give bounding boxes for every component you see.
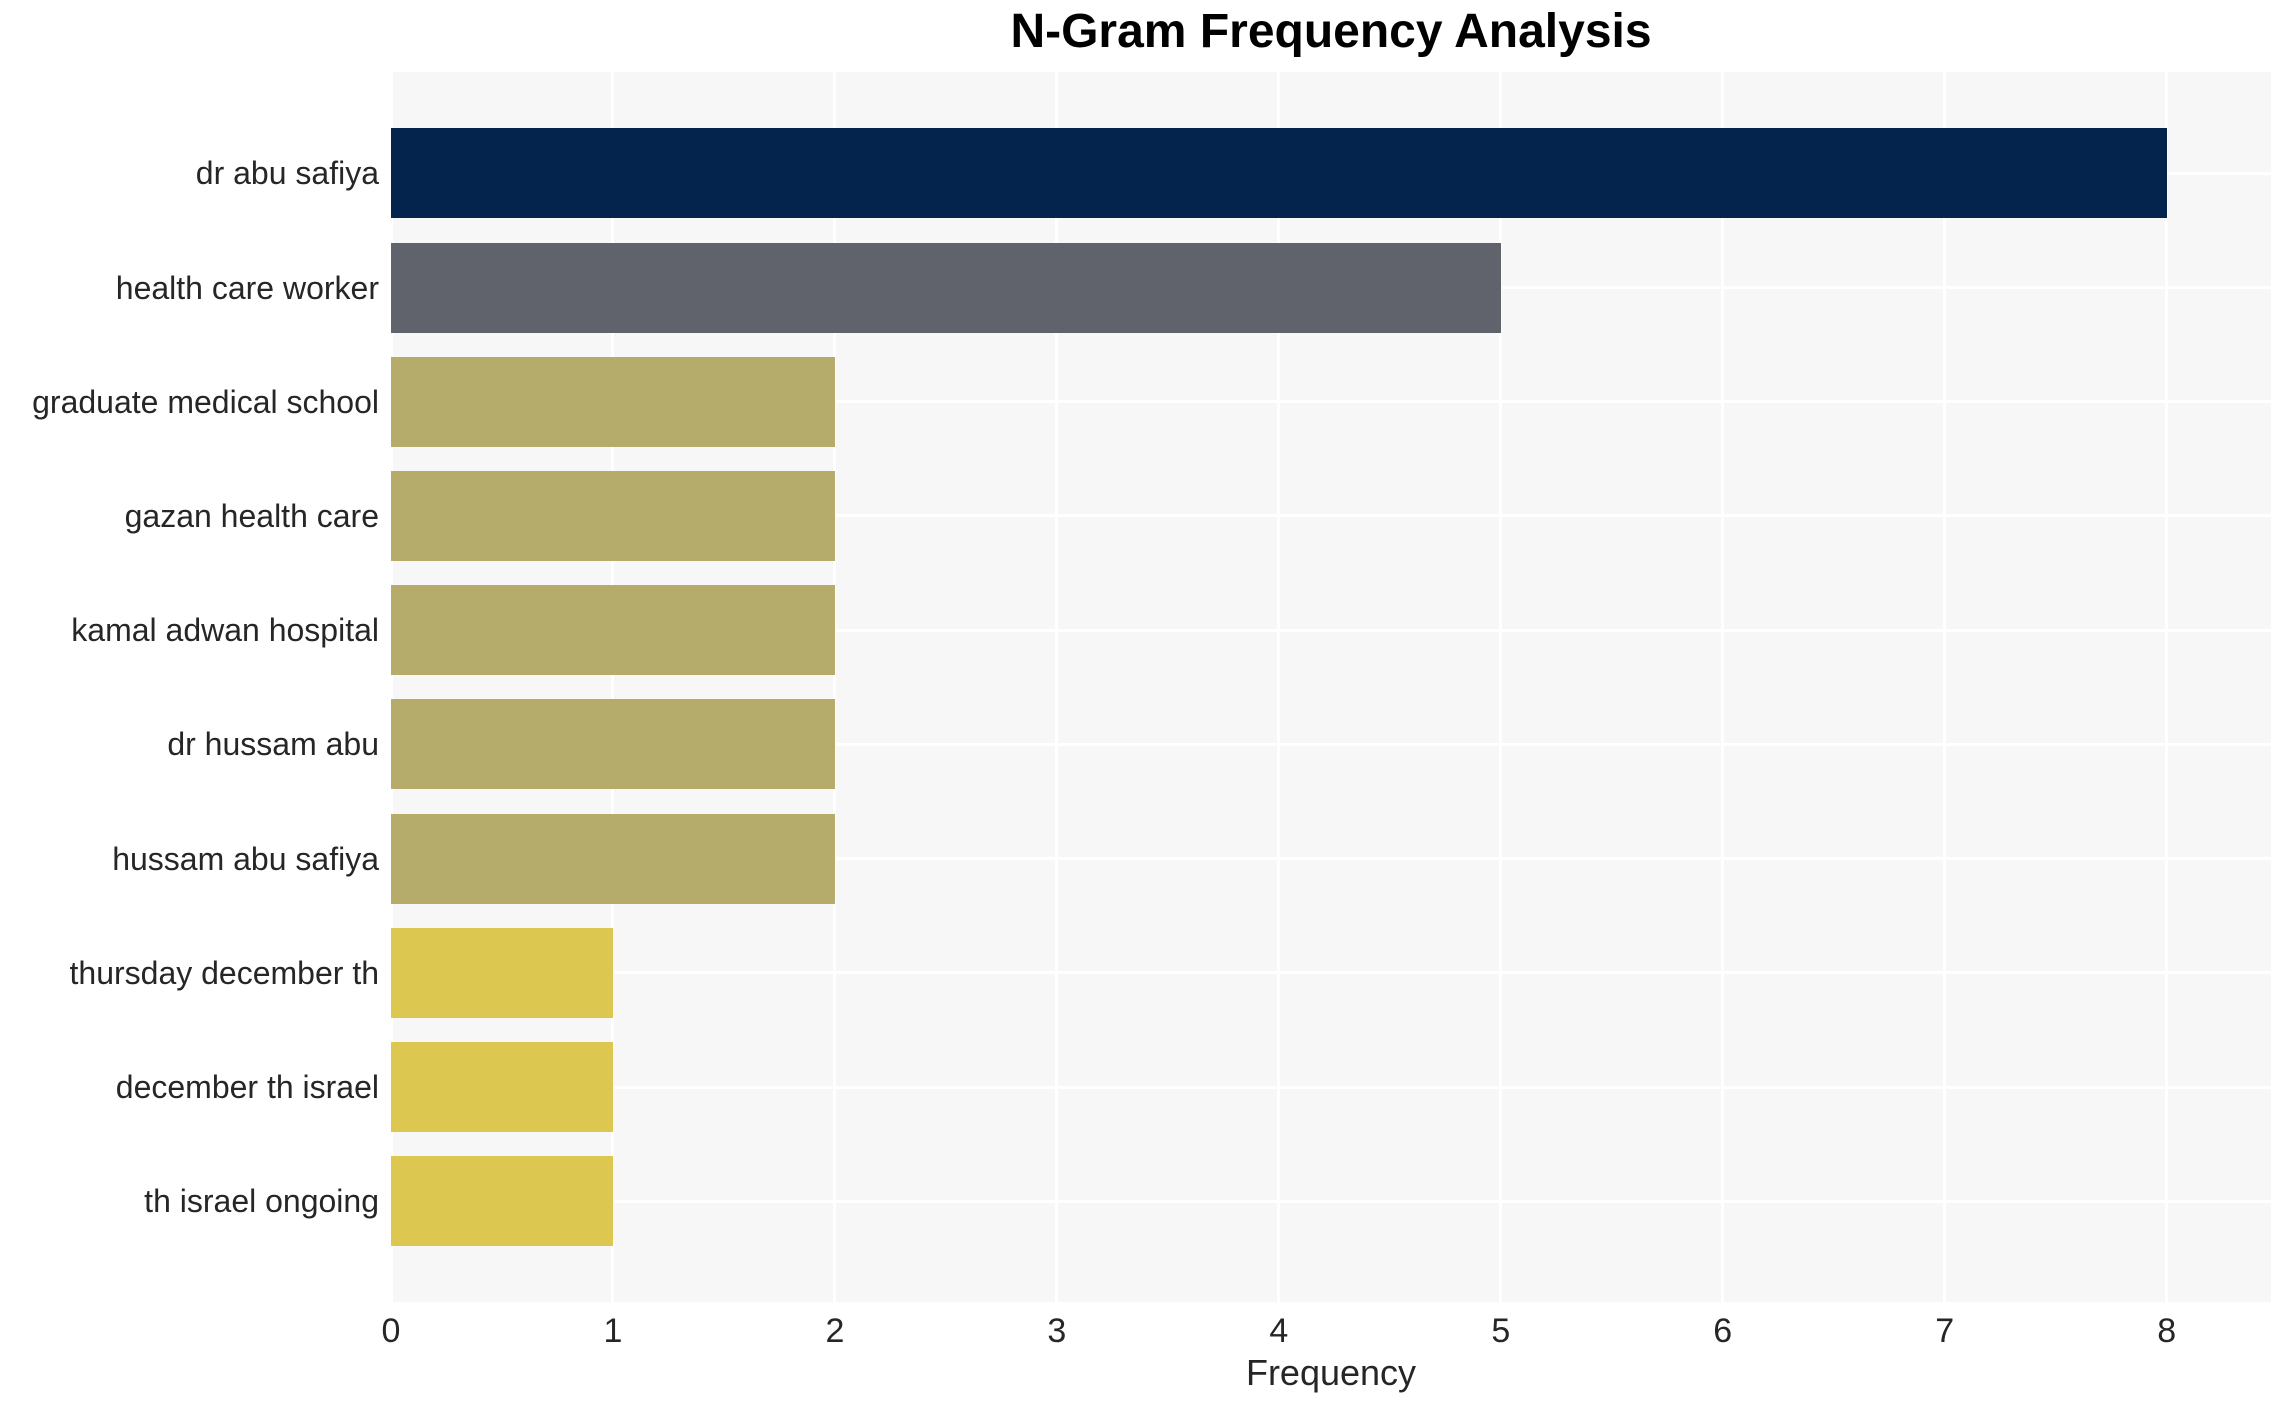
y-tick-label: hussam abu safiya (112, 840, 379, 877)
gridline-horizontal (391, 1199, 2271, 1203)
gridline-vertical (2165, 72, 2169, 1302)
bar-dr-abu-safiya (391, 128, 2167, 219)
bar-dr-hussam-abu (391, 699, 835, 790)
gridline-horizontal (391, 742, 2271, 746)
x-tick-label: 0 (381, 1312, 401, 1350)
gridline-vertical (1499, 72, 1503, 1302)
plot-area (389, 72, 2271, 1302)
bar-thursday-december-th (391, 927, 613, 1018)
x-tick-label: 8 (2157, 1312, 2177, 1350)
bar-hussam-abu-safiya (391, 813, 835, 904)
y-tick-label: december th israel (115, 1069, 379, 1106)
gridline-horizontal (391, 971, 2271, 975)
y-tick-label: health care worker (115, 269, 379, 306)
gridline-vertical (389, 72, 393, 1302)
x-tick-label: 3 (1047, 1312, 1067, 1350)
gridline-vertical (1277, 72, 1281, 1302)
bar-th-israel-ongoing (391, 1156, 613, 1247)
gridline-vertical (1721, 72, 1725, 1302)
y-tick-label: thursday december th (69, 954, 380, 991)
gridline-horizontal (391, 400, 2271, 404)
y-tick-label: dr hussam abu (167, 726, 379, 763)
gridline-horizontal (391, 514, 2271, 518)
gridline-vertical (833, 72, 837, 1302)
x-axis-label: Frequency (1245, 1352, 1417, 1393)
y-tick-label: kamal adwan hospital (71, 612, 379, 649)
x-tick-label: 4 (1269, 1312, 1289, 1350)
bar-graduate-medical-school (391, 356, 835, 447)
y-tick-label: gazan health care (124, 497, 379, 534)
gridline-horizontal (391, 628, 2271, 632)
y-tick-label: graduate medical school (32, 383, 379, 420)
x-tick-label: 6 (1713, 1312, 1733, 1350)
x-tick-label: 7 (1935, 1312, 1955, 1350)
bar-health-care-worker (391, 242, 1501, 333)
gridline-vertical (1943, 72, 1947, 1302)
bar-kamal-adwan-hospital (391, 585, 835, 676)
gridline-horizontal (391, 1085, 2271, 1089)
gridline-vertical (611, 72, 615, 1302)
y-tick-label: dr abu safiya (195, 155, 379, 192)
bar-gazan-health-care (391, 470, 835, 561)
y-tick-label: th israel ongoing (144, 1183, 379, 1220)
x-tick-label: 5 (1491, 1312, 1511, 1350)
gridline-vertical (1055, 72, 1059, 1302)
gridline-horizontal (391, 857, 2271, 861)
x-tick-label: 1 (603, 1312, 623, 1350)
chart-title: N-Gram Frequency Analysis (1010, 5, 1652, 58)
bar-december-th-israel (391, 1042, 613, 1133)
x-tick-label: 2 (825, 1312, 845, 1350)
